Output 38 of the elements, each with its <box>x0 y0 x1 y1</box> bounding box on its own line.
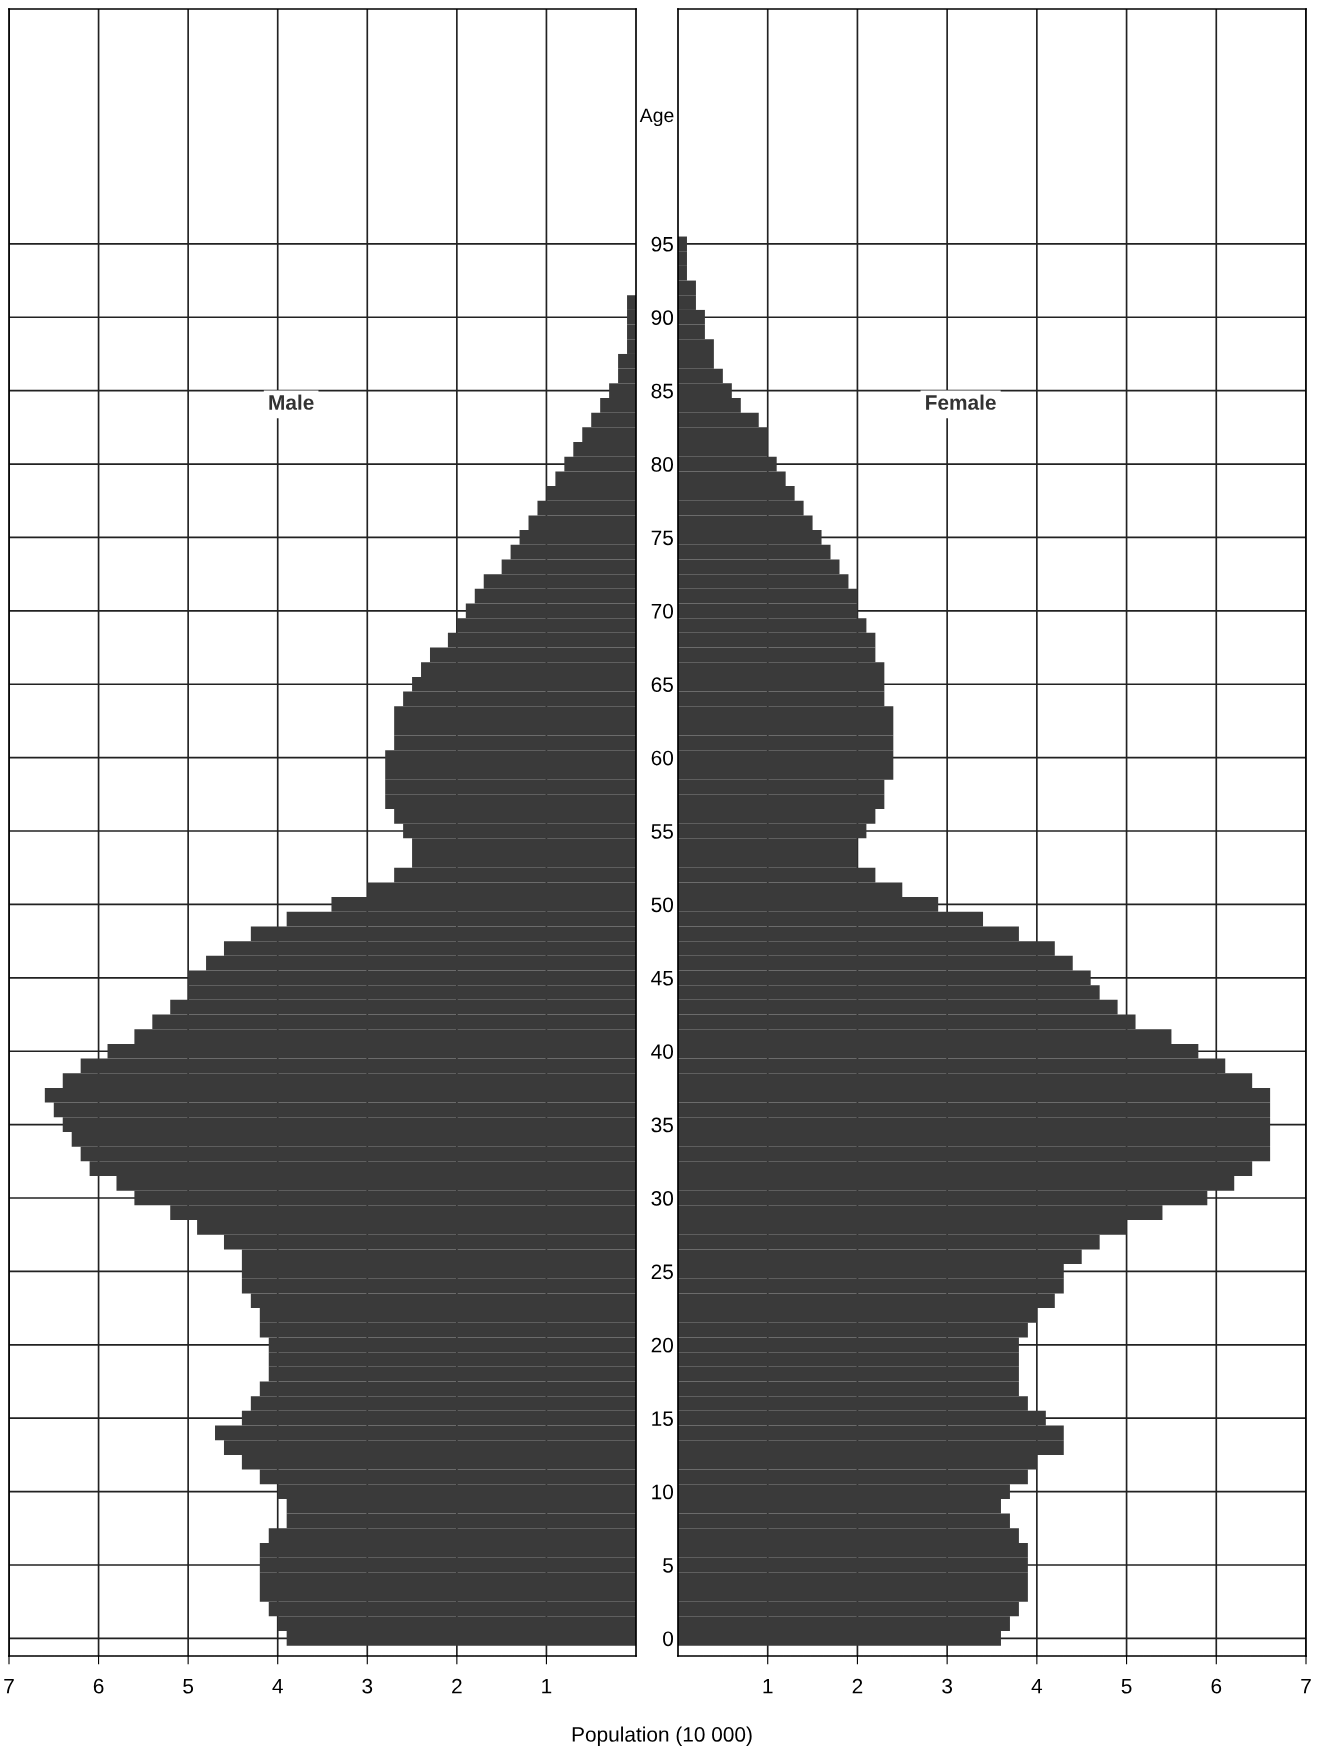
x-tick-label: 7 <box>4 1678 14 1694</box>
x-tick-label: 1 <box>542 1678 552 1694</box>
y-tick-label: 5 <box>663 1558 673 1573</box>
x-tick-label: 2 <box>452 1678 462 1694</box>
x-tick-label: 5 <box>1121 1678 1132 1694</box>
x-tick-label: 4 <box>1031 1678 1043 1694</box>
y-tick-label: 85 <box>651 383 673 399</box>
y-tick-label: 15 <box>652 1411 673 1426</box>
y-tick-label: 55 <box>651 824 673 839</box>
y-tick-label: 65 <box>651 677 673 692</box>
y-tick-label: 45 <box>651 971 673 986</box>
x-tick-label: 7 <box>1301 1678 1311 1694</box>
y-tick-label: 70 <box>651 603 674 619</box>
x-tick-label: 1 <box>763 1678 773 1694</box>
x-tick-label: 3 <box>362 1678 373 1694</box>
y-tick-label: 0 <box>663 1631 674 1647</box>
x-axis-title: Population (10 000) <box>572 1726 752 1746</box>
x-tick-label: 4 <box>272 1678 283 1694</box>
y-tick-label: 95 <box>651 236 673 252</box>
x-tick-label: 6 <box>93 1678 104 1694</box>
x-tick-label: 3 <box>942 1678 953 1694</box>
y-tick-label: 90 <box>651 310 674 326</box>
y-tick-label: 80 <box>651 457 674 472</box>
text: Female <box>926 394 996 410</box>
y-tick-label: 75 <box>651 530 673 546</box>
x-tick-label: 5 <box>183 1678 194 1694</box>
text: Male <box>269 394 314 410</box>
x-tick-label: 2 <box>852 1678 863 1694</box>
x-tick-label: 6 <box>1211 1678 1222 1694</box>
y-tick-label: 25 <box>651 1264 673 1280</box>
y-tick-label: 40 <box>651 1044 674 1059</box>
y-tick-label: 60 <box>651 750 674 766</box>
y-tick-label: 50 <box>651 897 674 913</box>
y-tick-label: 35 <box>651 1117 673 1133</box>
y-tick-label: 30 <box>651 1191 674 1206</box>
y-tick-label: 20 <box>651 1337 674 1353</box>
y-axis-title: Age <box>639 108 674 127</box>
y-tick-label: 10 <box>652 1484 674 1500</box>
